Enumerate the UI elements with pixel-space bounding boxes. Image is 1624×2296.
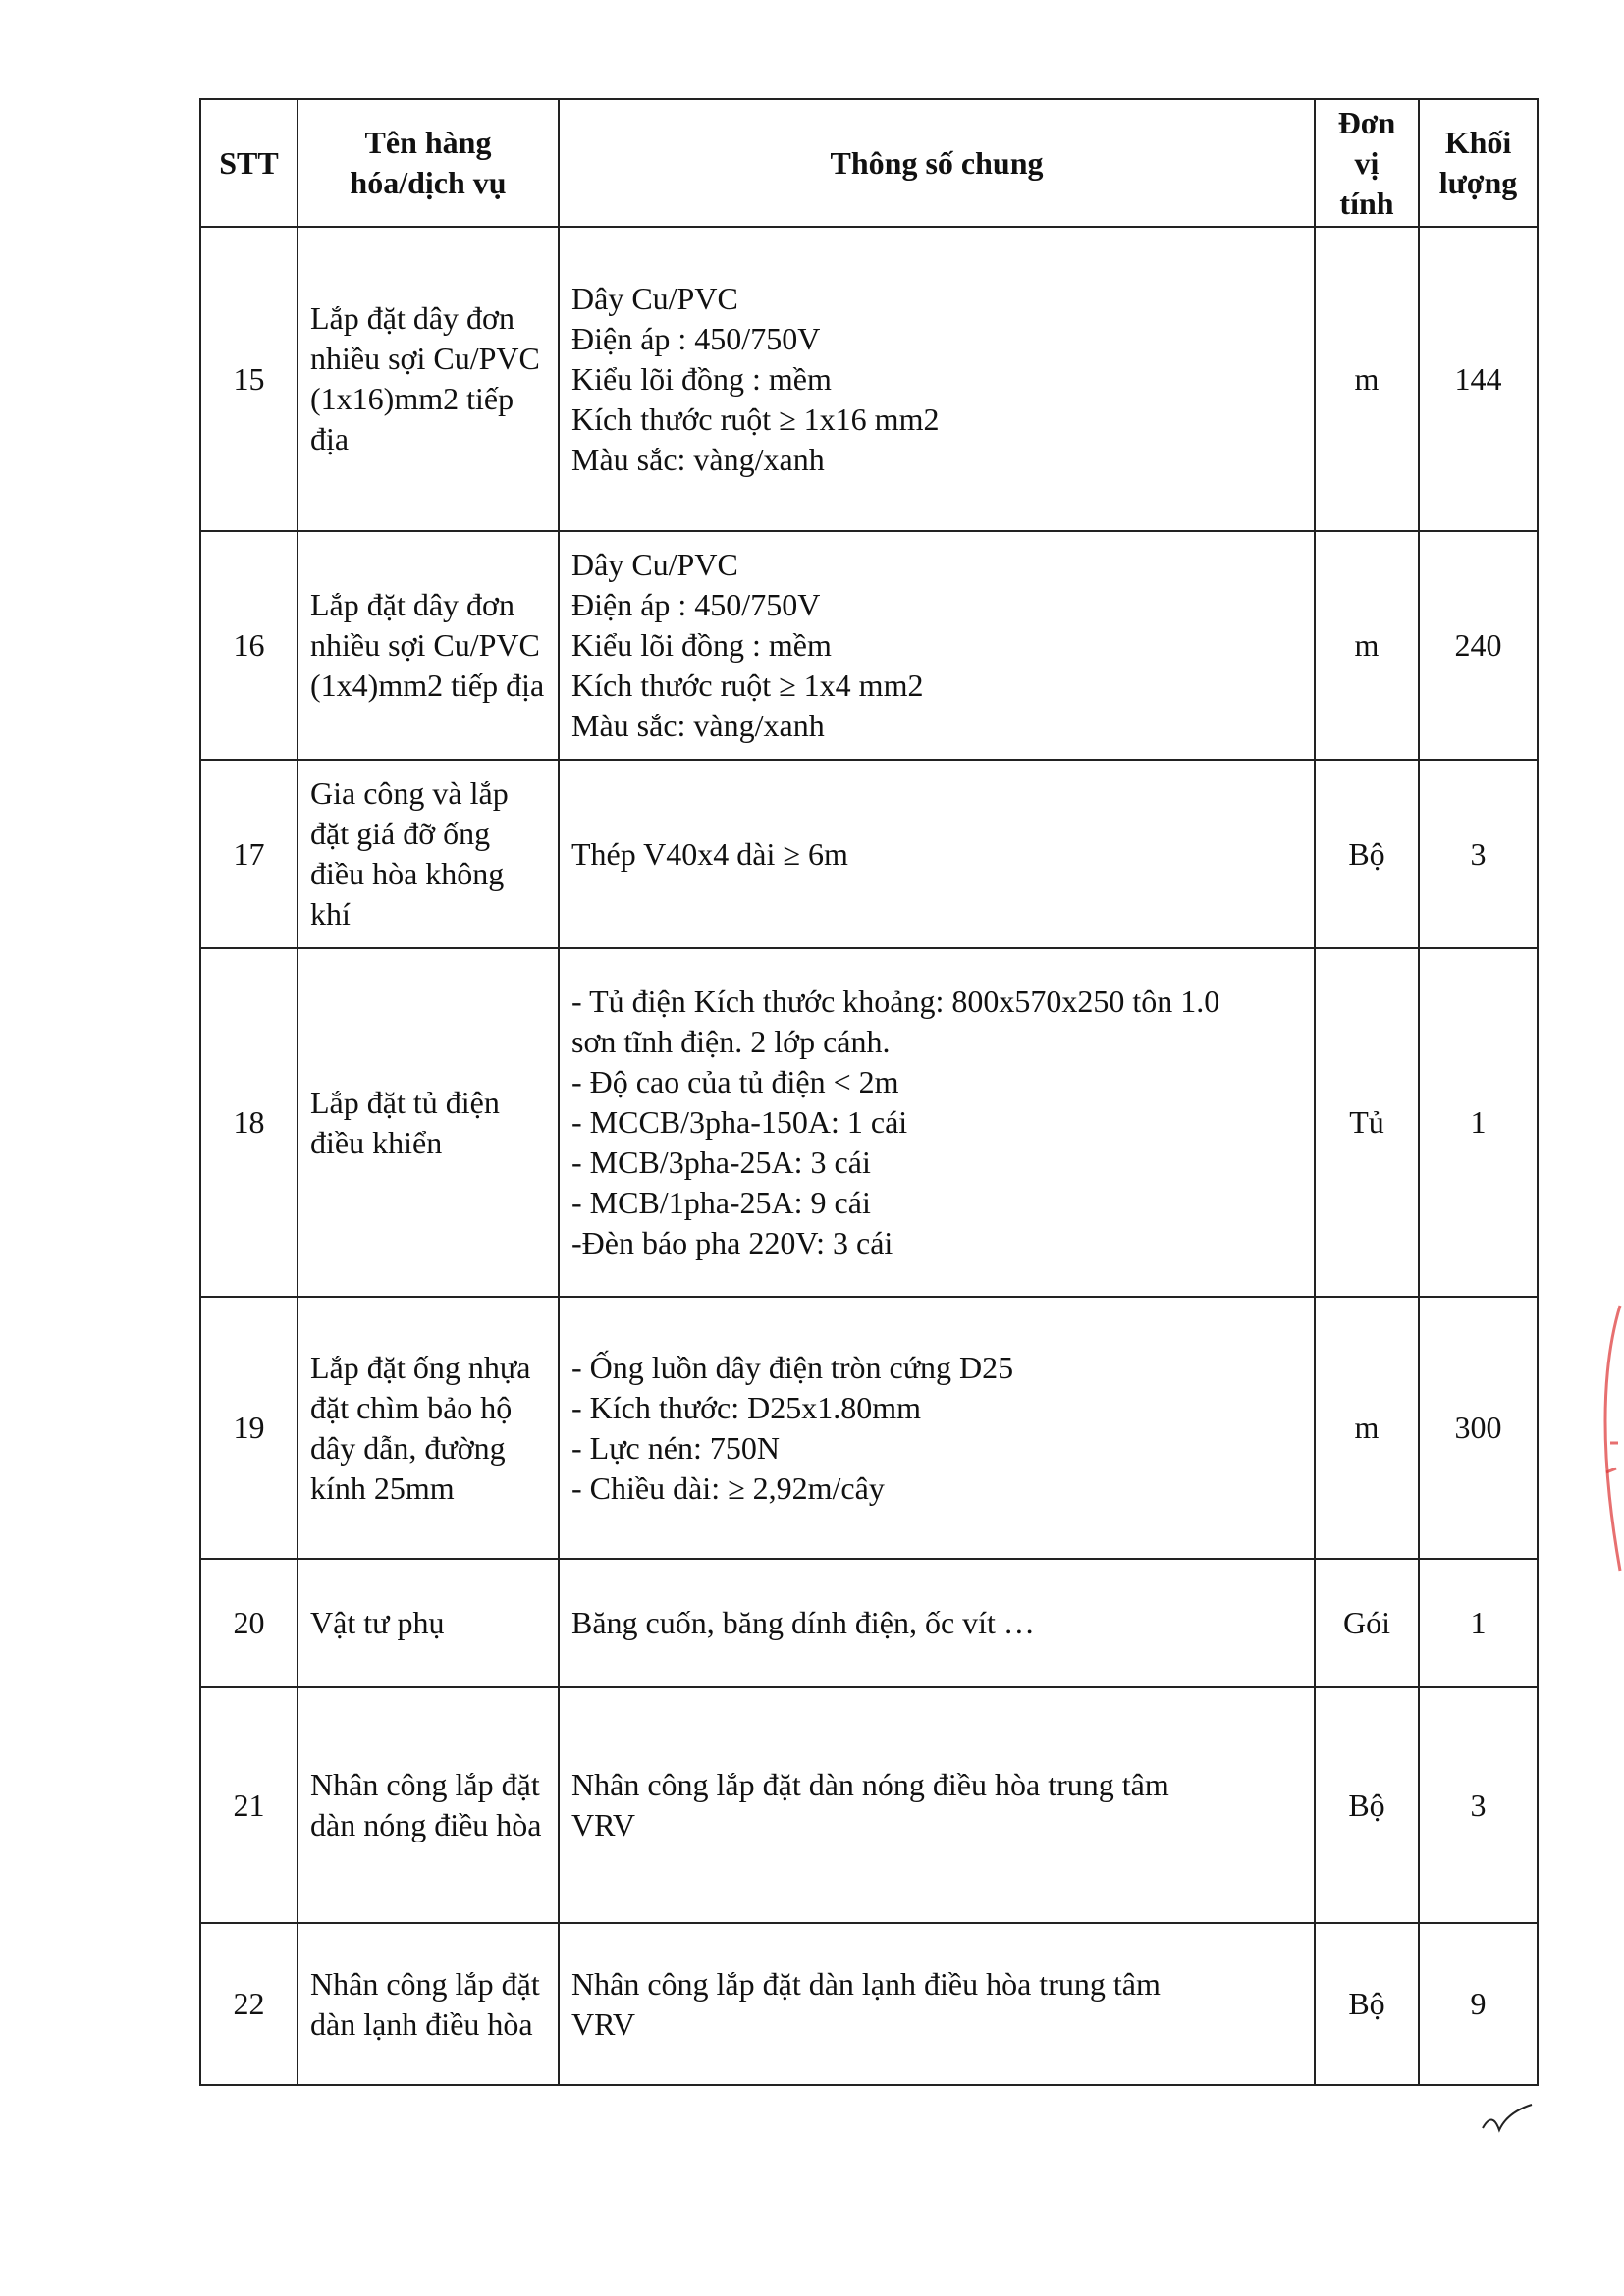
table-row: 18 Lắp đặt tủ điện điều khiển - Tủ điện Kí…	[199, 947, 1539, 1298]
row-unit: Bộ	[1314, 1686, 1420, 1924]
red-stamp-fragment-icon	[1603, 1305, 1622, 1572]
goods-table: STT Tên hàng hóa/dịch vụ Thông số chung …	[199, 98, 1539, 2086]
table-row: 15 Lắp đặt dây đơn nhiều sợi Cu/PVC (1x16…	[199, 226, 1539, 532]
row-qty: 3	[1418, 759, 1539, 949]
spec-line: - Lực nén: 750N	[571, 1429, 780, 1466]
spec-line: Màu sắc: vàng/xanh	[571, 708, 825, 743]
spec-line: Nhân công lắp đặt dàn lạnh điều hòa trun…	[571, 1965, 1161, 2002]
row-spec: - Tủ điện Kích thước khoảng: 800x570x250…	[558, 947, 1316, 1298]
header-qty: Khối lượng	[1418, 98, 1539, 228]
spec-line: - Chiều dài: ≥ 2,92m/cây	[571, 1469, 885, 1506]
row-unit: m	[1314, 226, 1420, 532]
row-spec: Dây Cu/PVC Điện áp : 450/750V Kiểu lõi đồn…	[558, 530, 1316, 761]
spec-line: Nhân công lắp đặt dàn nóng điều hòa trun…	[571, 1767, 1169, 1802]
row-name: Nhân công lắp đặt dàn lạnh điều hòa	[297, 1922, 560, 2086]
row-qty: 1	[1418, 947, 1539, 1298]
header-spec: Thông số chung	[558, 98, 1316, 228]
spec-line: Điện áp : 450/750V	[571, 587, 821, 622]
row-unit: Gói	[1314, 1558, 1420, 1688]
header-stt: STT	[199, 98, 298, 228]
row-qty: 144	[1418, 226, 1539, 532]
row-spec: Dây Cu/PVC Điện áp : 450/750V Kiểu lõi đồn…	[558, 226, 1316, 532]
row-stt: 18	[199, 947, 298, 1298]
handwritten-mark-icon	[1482, 2104, 1533, 2133]
table-row: 16 Lắp đặt dây đơn nhiều sợi Cu/PVC (1x4)…	[199, 530, 1539, 761]
spec-line: Dây Cu/PVC	[571, 547, 738, 582]
row-stt: 20	[199, 1558, 298, 1688]
spec-line: - Kích thước: D25x1.80mm	[571, 1389, 921, 1425]
spec-line: - MCB/1pha-25A: 9 cái	[571, 1185, 871, 1220]
row-unit: Bộ	[1314, 759, 1420, 949]
row-stt: 16	[199, 530, 298, 761]
row-spec: Thép V40x4 dài ≥ 6m	[558, 759, 1316, 949]
spec-line: - Tủ điện Kích thước khoảng: 800x570x250…	[571, 984, 1220, 1019]
table-row: 20 Vật tư phụ Băng cuốn, băng dính điện, ố…	[199, 1558, 1539, 1688]
row-unit: Bộ	[1314, 1922, 1420, 2086]
row-name: Lắp đặt dây đơn nhiều sợi Cu/PVC (1x4)mm…	[297, 530, 560, 761]
row-stt: 17	[199, 759, 298, 949]
spec-line: - MCB/3pha-25A: 3 cái	[571, 1145, 871, 1180]
row-name: Vật tư phụ	[297, 1558, 560, 1688]
spec-line: VRV	[571, 2005, 635, 2042]
spec-line: VRV	[571, 1807, 635, 1842]
spec-line: Kiểu lõi đồng : mềm	[571, 627, 832, 663]
row-spec: Nhân công lắp đặt dàn nóng điều hòa trun…	[558, 1686, 1316, 1924]
spec-line: -Đèn báo pha 220V: 3 cái	[571, 1225, 893, 1260]
spec-line: Kiểu lõi đồng : mềm	[571, 360, 832, 397]
header-row: STT Tên hàng hóa/dịch vụ Thông số chung …	[199, 98, 1539, 228]
spec-line: Băng cuốn, băng dính điện, ốc vít …	[571, 1605, 1035, 1640]
spec-line: Kích thước ruột ≥ 1x4 mm2	[571, 667, 924, 703]
header-unit: Đơn vị tính	[1314, 98, 1420, 228]
row-name: Gia công và lắp đặt giá đỡ ống điều hòa …	[297, 759, 560, 949]
spec-line: - MCCB/3pha-150A: 1 cái	[571, 1104, 908, 1140]
spec-line: sơn tĩnh điện. 2 lớp cánh.	[571, 1024, 891, 1059]
spec-line: - Độ cao của tủ điện < 2m	[571, 1064, 899, 1099]
row-unit: m	[1314, 530, 1420, 761]
row-name: Lắp đặt dây đơn nhiều sợi Cu/PVC (1x16)m…	[297, 226, 560, 532]
header-name: Tên hàng hóa/dịch vụ	[297, 98, 560, 228]
row-spec: - Ống luồn dây điện tròn cứng D25 - Kích …	[558, 1296, 1316, 1560]
row-qty: 1	[1418, 1558, 1539, 1688]
row-stt: 15	[199, 226, 298, 532]
table-row: 19 Lắp đặt ống nhựa đặt chìm bảo hộ dây d…	[199, 1296, 1539, 1560]
table-row: 21 Nhân công lắp đặt dàn nóng điều hòa Nhâ…	[199, 1686, 1539, 1924]
row-stt: 21	[199, 1686, 298, 1924]
row-name: Nhân công lắp đặt dàn nóng điều hòa	[297, 1686, 560, 1924]
row-qty: 240	[1418, 530, 1539, 761]
row-unit: m	[1314, 1296, 1420, 1560]
row-unit: Tủ	[1314, 947, 1420, 1298]
spec-line: - Ống luồn dây điện tròn cứng D25	[571, 1349, 1014, 1385]
row-spec: Nhân công lắp đặt dàn lạnh điều hòa trun…	[558, 1922, 1316, 2086]
row-qty: 300	[1418, 1296, 1539, 1560]
row-stt: 19	[199, 1296, 298, 1560]
table-row: 22 Nhân công lắp đặt dàn lạnh điều hòa Nhâ…	[199, 1922, 1539, 2086]
row-spec: Băng cuốn, băng dính điện, ốc vít …	[558, 1558, 1316, 1688]
spec-line: Dây Cu/PVC	[571, 280, 738, 316]
table-row: 17 Gia công và lắp đặt giá đỡ ống điều hò…	[199, 759, 1539, 949]
spec-line: Kích thước ruột ≥ 1x16 mm2	[571, 400, 940, 437]
row-name: Lắp đặt ống nhựa đặt chìm bảo hộ dây dẫn…	[297, 1296, 560, 1560]
row-qty: 9	[1418, 1922, 1539, 2086]
row-stt: 22	[199, 1922, 298, 2086]
row-qty: 3	[1418, 1686, 1539, 1924]
spec-line: Điện áp : 450/750V	[571, 320, 821, 356]
spec-line: Thép V40x4 dài ≥ 6m	[571, 835, 848, 872]
row-name: Lắp đặt tủ điện điều khiển	[297, 947, 560, 1298]
spec-line: Màu sắc: vàng/xanh	[571, 441, 825, 477]
